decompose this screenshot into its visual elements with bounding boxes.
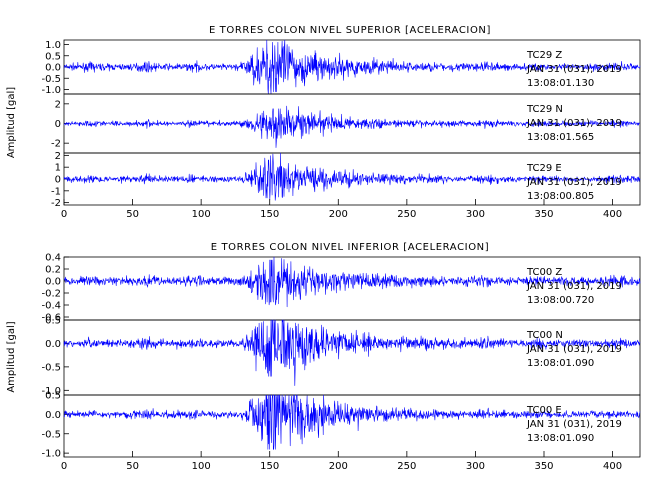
trace-panel-tc00-z: -0.6-0.4-0.20.00.20.4 TC00 Z JAN 31 (031),… <box>41 253 641 324</box>
x-tick-label: 0 <box>61 209 67 220</box>
y-tick-label: 0.0 <box>45 339 61 350</box>
x-tick-label: 150 <box>260 209 279 220</box>
chart-title: E TORRES COLON NIVEL SUPERIOR [ACELERACI… <box>209 25 491 36</box>
y-tick-label: -1.0 <box>41 449 61 460</box>
x-tick-label: 300 <box>466 209 485 220</box>
x-tick-label: 400 <box>603 461 622 472</box>
seismogram-trace <box>63 256 641 308</box>
y-tick-label: 0.4 <box>45 253 61 264</box>
y-tick-label: -0.2 <box>41 289 61 300</box>
trace-station-label: TC00 Z <box>526 267 562 278</box>
trace-station-label: TC29 E <box>526 163 562 174</box>
y-tick-label: 0.0 <box>45 277 61 288</box>
trace-station-label: TC00 E <box>526 405 562 416</box>
seismogram-trace <box>63 319 641 386</box>
x-tick-label: 150 <box>260 461 279 472</box>
y-tick-label: 0 <box>55 119 61 130</box>
y-tick-label: 0 <box>55 175 61 186</box>
panel-frame <box>63 394 641 458</box>
trace-time-label: 13:08:01.565 <box>527 132 594 143</box>
y-tick-label: -0.4 <box>41 301 61 312</box>
x-tick-label: 300 <box>466 461 485 472</box>
y-tick-label: -0.6 <box>41 313 61 324</box>
trace-date-label: JAN 31 (031), 2019 <box>526 177 622 188</box>
y-tick-label: -1 <box>51 186 61 197</box>
y-tick-label: -1.0 <box>41 386 61 397</box>
y-tick-label: -1.0 <box>41 85 61 96</box>
trace-time-label: 13:08:01.090 <box>527 358 594 369</box>
x-tick-label: 200 <box>329 461 348 472</box>
y-tick-label: 0.5 <box>45 316 61 327</box>
y-tick-label: 0.0 <box>45 410 61 421</box>
seismogram-trace <box>63 394 641 450</box>
y-tick-label: 2 <box>55 99 61 110</box>
trace-date-label: JAN 31 (031), 2019 <box>526 419 622 430</box>
trace-time-label: 13:08:00.720 <box>527 295 594 306</box>
trace-panel-tc29-z: -1.0-0.50.00.51.0 TC29 Z JAN 31 (031), 201… <box>41 39 641 96</box>
x-tick-label: 200 <box>329 209 348 220</box>
y-tick-label: 1 <box>55 163 61 174</box>
trace-panel-tc29-n: -2 0 2 TC29 N JAN 31 (031), 2019 13:08:01.565 <box>51 93 641 154</box>
y-tick-label: 0.2 <box>45 265 61 276</box>
seismogram-trace <box>63 105 641 148</box>
x-tick-label: 50 <box>126 461 139 472</box>
x-tick-label: 50 <box>126 209 139 220</box>
trace-panel-tc00-n: -1.0 -0.5 0.0 0.5 TC00 N JAN 31 (031), 2019 13… <box>41 316 641 397</box>
trace-time-label: 13:08:01.090 <box>527 433 594 444</box>
x-tick-label: 250 <box>397 461 416 472</box>
seismogram-trace <box>63 152 641 201</box>
x-tick-label: 400 <box>603 209 622 220</box>
trace-time-label: 13:08:01.130 <box>527 78 594 89</box>
x-tick-label: 100 <box>192 209 211 220</box>
x-tick-label: 350 <box>534 209 553 220</box>
y-tick-label: -2 <box>51 139 61 150</box>
trace-date-label: JAN 31 (031), 2019 <box>526 344 622 355</box>
seismogram-group-2: E TORRES COLON NIVEL INFERIOR [ACELERACI… <box>6 242 641 472</box>
y-tick-label: -0.5 <box>41 362 61 373</box>
trace-date-label: JAN 31 (031), 2019 <box>526 281 622 292</box>
y-tick-label: 0.5 <box>45 391 61 402</box>
y-tick-label: 0.5 <box>45 51 61 62</box>
seismogram-group-1: E TORRES COLON NIVEL SUPERIOR [ACELERACI… <box>6 25 641 220</box>
x-tick-label: 350 <box>534 461 553 472</box>
x-tick-label: 0 <box>61 461 67 472</box>
y-axis-label: Amplitud [gal] <box>6 87 17 158</box>
y-tick-label: -0.5 <box>41 429 61 440</box>
y-tick-label: -0.5 <box>41 74 61 85</box>
seismogram-trace <box>63 39 641 95</box>
y-tick-label: -2 <box>51 198 61 209</box>
trace-date-label: JAN 31 (031), 2019 <box>526 118 622 129</box>
trace-date-label: JAN 31 (031), 2019 <box>526 64 622 75</box>
x-tick-label: 250 <box>397 209 416 220</box>
y-tick-label: 1.0 <box>45 40 61 51</box>
trace-station-label: TC29 N <box>526 104 563 115</box>
trace-time-label: 13:08:00.805 <box>527 191 594 202</box>
x-tick-label: 100 <box>192 461 211 472</box>
chart-title: E TORRES COLON NIVEL INFERIOR [ACELERACI… <box>211 242 490 253</box>
y-axis-label: Amplitud [gal] <box>6 321 17 392</box>
y-tick-label: 0.0 <box>45 63 61 74</box>
trace-panel-tc00-e: -1.0 -0.5 0.0 0.5 TC00 E JAN 31 (031), 2019 13… <box>41 391 641 460</box>
y-tick-label: 2 <box>55 151 61 162</box>
trace-station-label: TC29 Z <box>526 50 562 61</box>
trace-station-label: TC00 N <box>526 330 563 341</box>
